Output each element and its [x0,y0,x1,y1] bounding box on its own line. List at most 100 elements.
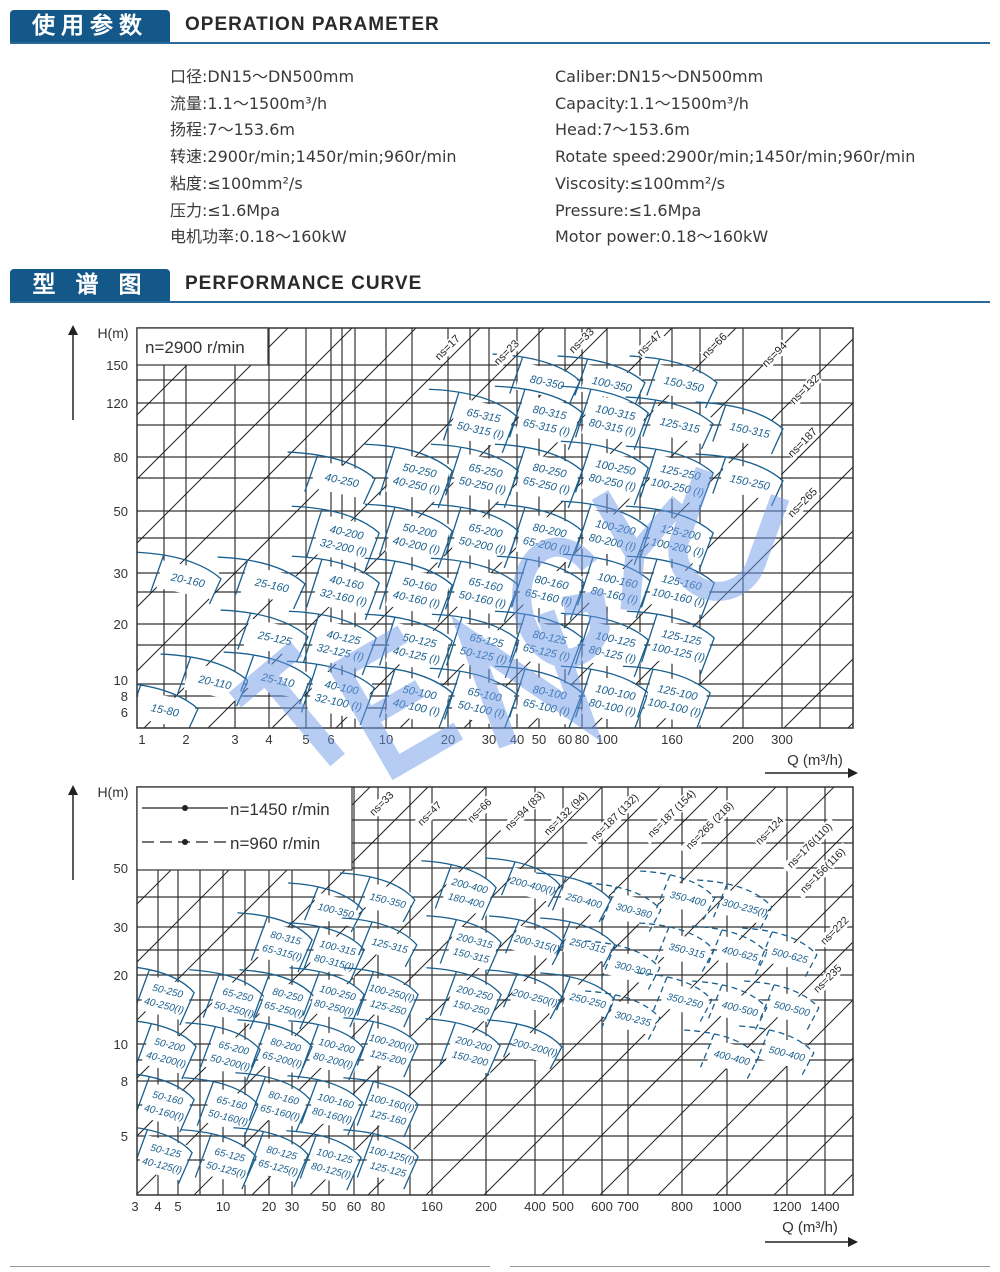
legend-box [136,327,269,366]
pump-curve-edge [237,613,252,650]
label-background [581,394,647,446]
y-tick-label: 20 [114,617,128,632]
label-background [432,332,464,364]
pump-curve [692,925,768,976]
label-background [509,979,561,1015]
pump-curve [626,610,715,676]
pump-curve-edge [600,995,616,1029]
pump-curve-edge [574,389,592,438]
pump-curve-group: 300-235(I) [697,879,773,930]
pump-curve-edge [304,455,319,492]
pump-curve-edge [642,400,657,437]
pump-curve [237,912,313,973]
pump-curve [586,882,662,933]
pump-curve-edge [355,877,371,911]
pump-curve [496,555,585,621]
pump-curve-edge [378,561,396,610]
label-background [641,787,703,845]
pump-curve-edge [757,932,773,966]
param-caliber-cn: 口径:DN15～DN500mm [170,67,355,86]
label-background [310,460,374,500]
ns-label-group: ns=187 (132) [584,787,646,849]
pump-curve-edge [137,1129,148,1174]
pump-curve [343,1129,419,1190]
pump-curve [426,967,502,1028]
label-background [464,795,496,827]
pump-curve [560,385,649,451]
pump-curve-edge [600,945,616,979]
pump-curve-group: 200-200(I) [487,1019,563,1070]
pump-curve-group: 500-625 [742,927,818,978]
divider [10,301,990,303]
ns-line [0,328,32,728]
pump-curve [536,872,612,923]
ns-label-group: ns=187 [785,425,821,461]
footer-line-right [510,1266,990,1267]
label-background [794,842,852,900]
divider [10,42,990,44]
x-tick-label: 10 [216,1199,230,1214]
label-background [764,937,816,973]
label-background [661,932,713,968]
param-pressure-en: Pressure:≤1.6Mpa [555,200,702,220]
label-background [608,892,660,928]
legend-speed: n=2900 r/min [145,338,245,357]
label-background [761,1035,813,1071]
pump-curve [697,879,773,930]
x-tick-label: 30 [285,1199,299,1214]
pump-curve-edge [300,664,318,713]
ns-line [657,999,853,1195]
pump-curve [343,1017,419,1078]
pump-curve [684,1029,760,1080]
pump-curve [540,917,616,968]
label-background [308,1029,362,1077]
label-background [648,405,712,445]
x-tick-label: 600 [591,1199,613,1214]
pump-curve-group: 150-315 [695,401,784,455]
pump-curve-group: 300-380 [586,882,662,933]
y-tick-label: 5 [121,1129,128,1144]
pump-curve-edge [194,1133,212,1178]
ns-line [655,530,853,728]
pump-curve-edge [640,559,658,608]
label-background [714,935,766,971]
ns-label: ns=66 [465,796,494,825]
label-background [562,927,614,963]
legend-marker [182,839,188,845]
pump-curve-group: 200-250(I) [487,969,563,1020]
x-tick-label: 500 [552,1199,574,1214]
pump-curve [364,443,453,509]
label-background [364,927,416,963]
label-background [139,1081,193,1129]
pump-curve [291,555,380,621]
pump-curve [288,882,364,933]
label-background [309,976,363,1024]
ns-line [0,787,22,1195]
label-background [515,452,581,504]
x-tick-label: 80 [371,1199,385,1214]
pump-curve-edge [444,447,462,496]
pump-curve [287,1075,363,1136]
pump-curve-edge [177,657,192,694]
y-tick-label: 8 [121,689,128,704]
y-tick-label: 50 [114,504,128,519]
label-background [785,425,821,461]
label-background [785,485,821,521]
ns-label: ns=132 (94) [542,790,590,838]
pump-curve [637,972,713,1023]
pump-curve [622,665,711,728]
pump-curve [425,1018,501,1079]
pump-curve-edge [439,919,457,964]
label-background [259,978,313,1026]
